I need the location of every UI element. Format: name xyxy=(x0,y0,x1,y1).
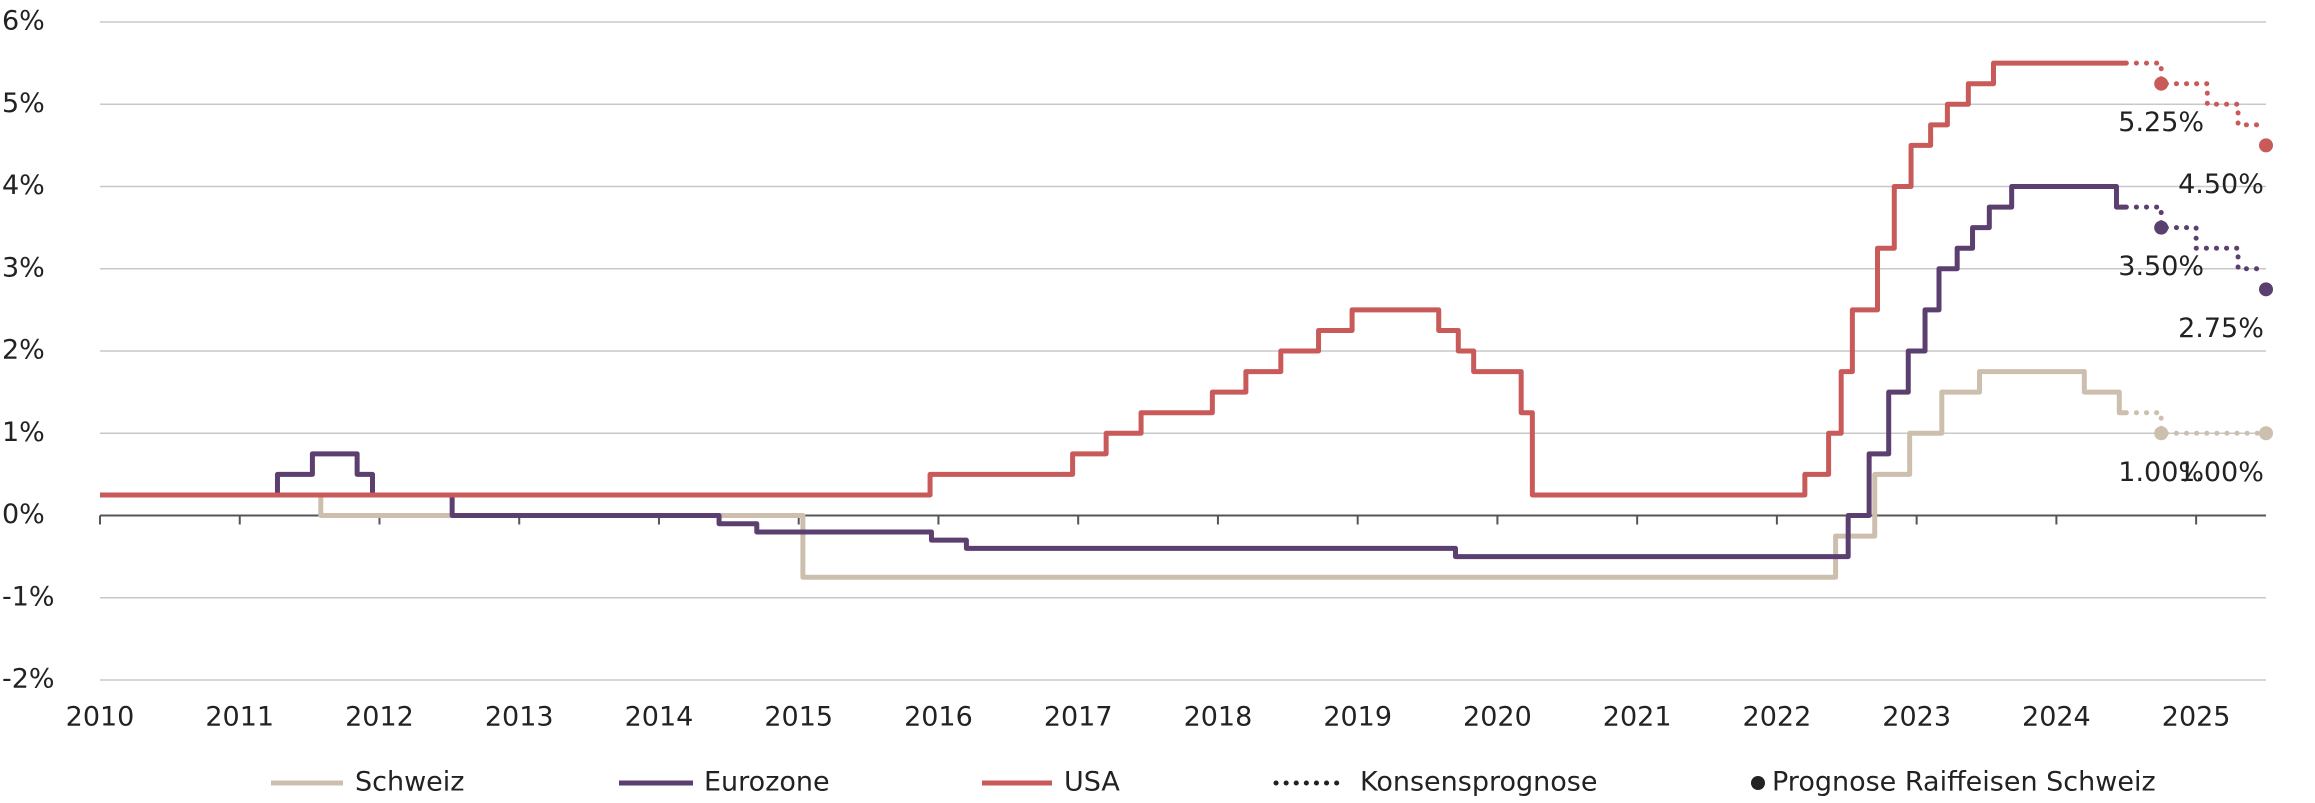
y-tick-label: -2% xyxy=(2,664,55,695)
x-tick-label: 2011 xyxy=(205,702,274,733)
x-tick-label: 2017 xyxy=(1044,702,1113,733)
y-tick-label: 3% xyxy=(2,252,45,283)
y-tick-label: -1% xyxy=(2,581,55,612)
legend-label: USA xyxy=(1064,767,1120,798)
x-tick-label: 2020 xyxy=(1463,702,1532,733)
x-tick-label: 2021 xyxy=(1603,702,1672,733)
consensus-line xyxy=(2123,60,2269,128)
forecast-dot xyxy=(2154,220,2169,235)
consensus-line xyxy=(2123,204,2269,272)
x-tick-label: 2012 xyxy=(345,702,414,733)
x-tick-label: 2022 xyxy=(1743,702,1812,733)
series-line xyxy=(100,184,2127,560)
y-tick-label: 2% xyxy=(2,335,45,366)
forecast-label: 5.25% xyxy=(2118,107,2204,138)
forecast-dot xyxy=(2154,76,2169,91)
legend-label: Schweiz xyxy=(355,767,464,798)
x-tick-label: 2015 xyxy=(764,702,833,733)
forecast-dot xyxy=(2259,138,2273,153)
consensus-line xyxy=(2123,410,2269,436)
series-line xyxy=(100,369,2127,580)
y-tick-label: 5% xyxy=(2,88,45,119)
x-tick-label: 2018 xyxy=(1184,702,1253,733)
legend-swatch xyxy=(1751,776,1765,790)
forecast-label: 4.50% xyxy=(2178,169,2264,200)
y-tick-label: 4% xyxy=(2,170,45,201)
y-tick-label: 0% xyxy=(2,499,45,530)
x-tick-label: 2023 xyxy=(1882,702,1951,733)
y-tick-label: 1% xyxy=(2,417,45,448)
legend-label: Prognose Raiffeisen Schweiz xyxy=(1772,767,2156,798)
forecast-label: 1.00% xyxy=(2178,457,2264,488)
forecast-dot xyxy=(2259,282,2273,297)
x-tick-label: 2025 xyxy=(2162,702,2231,733)
series-line xyxy=(100,60,2127,498)
x-tick-label: 2010 xyxy=(66,702,135,733)
forecast-dot xyxy=(2154,426,2169,441)
legend-label: Konsensprognose xyxy=(1360,767,1597,798)
x-tick-label: 2013 xyxy=(485,702,554,733)
x-tick-label: 2016 xyxy=(904,702,973,733)
forecast-label: 1.00% xyxy=(2118,457,2204,488)
legend-label: Eurozone xyxy=(704,767,830,798)
x-tick-label: 2014 xyxy=(625,702,694,733)
y-tick-label: 6% xyxy=(2,6,45,37)
x-tick-label: 2019 xyxy=(1323,702,1392,733)
forecast-label: 2.75% xyxy=(2178,313,2264,344)
forecast-dot xyxy=(2259,426,2273,441)
x-tick-label: 2024 xyxy=(2022,702,2091,733)
forecast-label: 3.50% xyxy=(2118,251,2204,282)
